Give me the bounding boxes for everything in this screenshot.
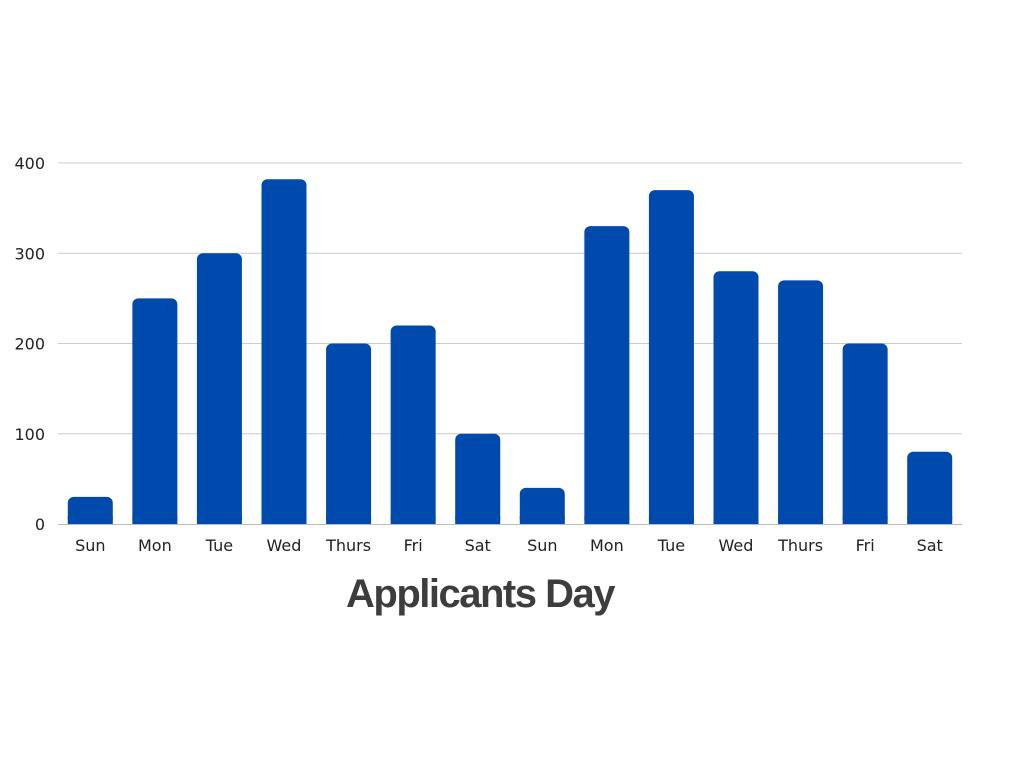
- bar-base-11: [778, 516, 824, 525]
- bar-base-3: [261, 516, 307, 525]
- bar-base-4: [326, 516, 372, 525]
- x-tick-label-9: Tue: [657, 536, 685, 555]
- bar-2: [196, 253, 242, 525]
- x-tick-label-4: Thurs: [325, 536, 371, 555]
- y-tick-label-300: 300: [14, 244, 45, 263]
- bars: [67, 179, 953, 526]
- x-tick-label-0: Sun: [75, 536, 105, 555]
- x-tick-label-8: Mon: [590, 536, 624, 555]
- bar-13: [907, 451, 953, 525]
- bar-base-8: [584, 516, 630, 525]
- x-tick-label-12: Fri: [856, 536, 875, 555]
- bar-base-9: [648, 516, 694, 525]
- bar-3: [261, 179, 307, 525]
- y-axis-tick-labels: 0 100 200 300 400: [14, 154, 45, 534]
- bar-base-7: [519, 516, 565, 525]
- bar-base-2: [196, 516, 242, 525]
- x-tick-label-2: Tue: [205, 536, 233, 555]
- x-tick-label-11: Thurs: [777, 536, 823, 555]
- bar-12: [842, 343, 888, 525]
- y-tick-label-400: 400: [14, 154, 45, 173]
- bar-base-13: [907, 516, 953, 525]
- y-tick-label-0: 0: [35, 515, 45, 534]
- bar-base-1: [132, 516, 178, 525]
- bar-11: [778, 280, 824, 525]
- bar-10: [713, 271, 759, 525]
- bar-4: [326, 343, 372, 525]
- y-tick-label-100: 100: [14, 425, 45, 444]
- chart-title: Applicants Day: [346, 572, 615, 616]
- bar-7: [519, 487, 565, 525]
- x-tick-label-7: Sun: [527, 536, 557, 555]
- bar-base-12: [842, 516, 888, 525]
- bar-9: [648, 190, 694, 525]
- x-tick-label-10: Wed: [719, 536, 754, 555]
- bar-base-0: [67, 516, 113, 525]
- bar-base-6: [455, 516, 501, 525]
- x-axis-category-labels: Sun Mon Tue Wed Thurs Fri Sat Sun Mon Tue Wed Thurs…: [75, 536, 943, 555]
- x-tick-label-5: Fri: [404, 536, 423, 555]
- x-tick-label-1: Mon: [138, 536, 172, 555]
- bar-base-10: [713, 516, 759, 525]
- x-tick-label-6: Sat: [465, 536, 491, 555]
- x-tick-label-3: Wed: [267, 536, 302, 555]
- bar-5: [390, 325, 436, 525]
- bar-6: [455, 433, 501, 525]
- bar-1: [132, 298, 178, 525]
- x-tick-label-13: Sat: [917, 536, 943, 555]
- bar-8: [584, 226, 630, 526]
- y-tick-label-200: 200: [14, 335, 45, 354]
- bar-base-5: [390, 516, 436, 525]
- gridlines: [58, 162, 962, 435]
